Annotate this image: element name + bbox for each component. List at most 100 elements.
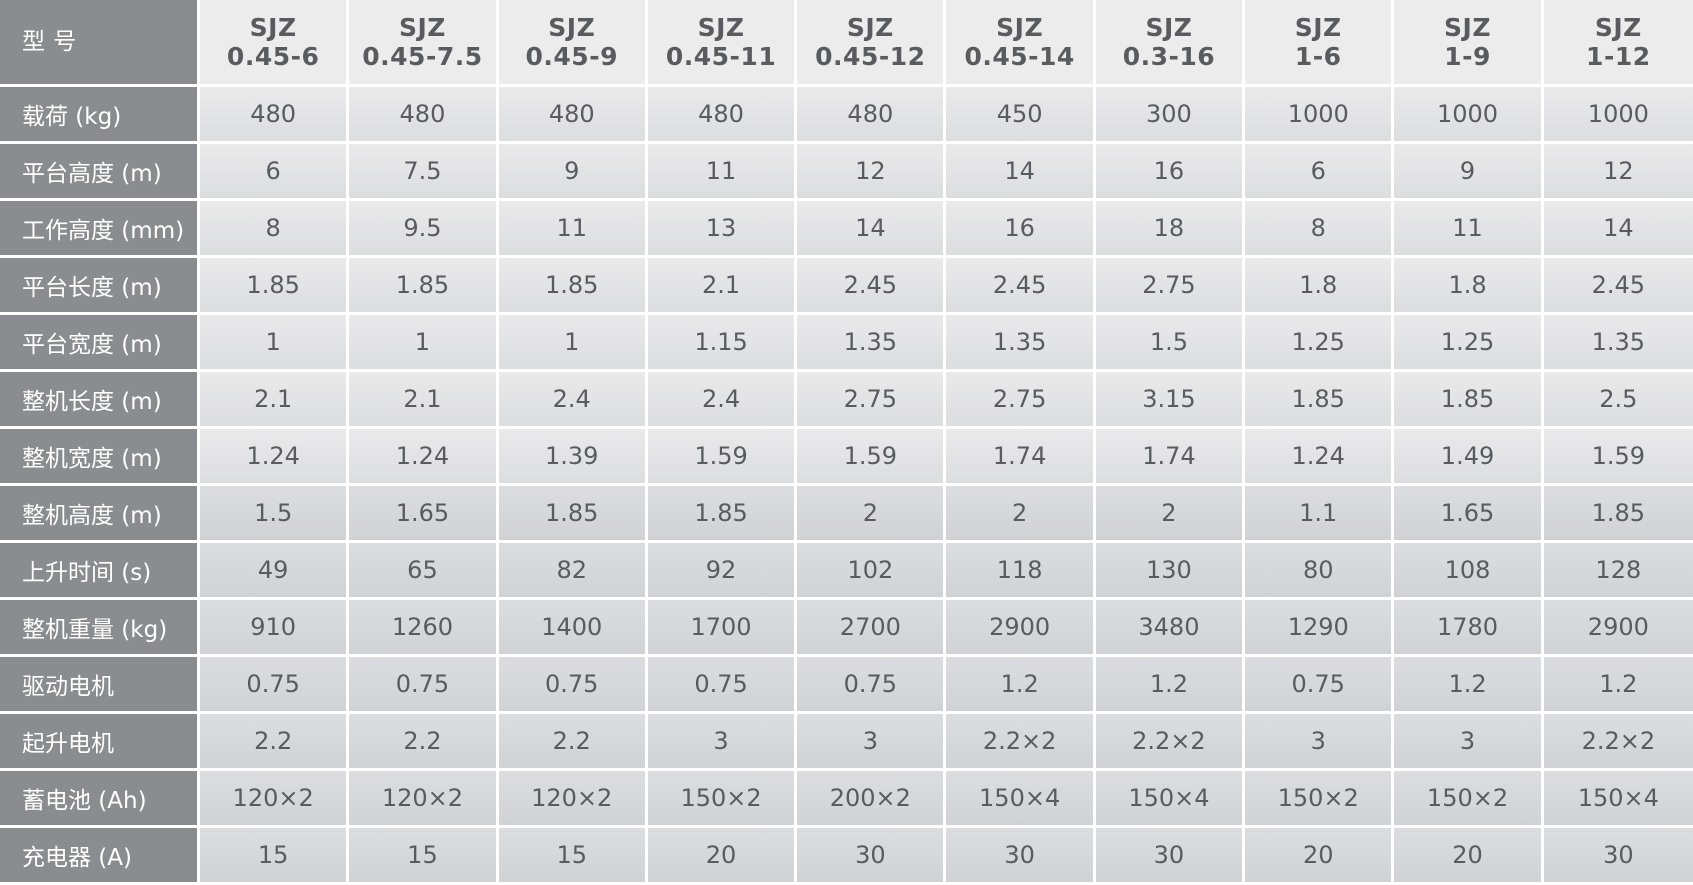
table-cell: 150×2 xyxy=(1245,771,1395,828)
table-cell: 1 xyxy=(200,315,350,372)
row-label: 整机宽度 (m) xyxy=(0,429,200,486)
table-cell: 18 xyxy=(1095,201,1246,258)
model-number: 0.3-16 xyxy=(1122,42,1216,71)
model-number: 0.45-7.5 xyxy=(362,42,483,71)
table-cell: 150×2 xyxy=(647,771,798,828)
model-series: SJZ xyxy=(697,13,745,42)
table-cell: 1000 xyxy=(1543,87,1693,144)
table-cell: 1.74 xyxy=(1095,429,1246,486)
table-cell: 1.85 xyxy=(1543,486,1693,543)
table-cell: 1780 xyxy=(1394,600,1544,657)
table-cell: 14 xyxy=(946,144,1096,201)
row-label: 载荷 (kg) xyxy=(0,87,200,144)
model-header: SJZ 1-12 xyxy=(1543,0,1693,87)
table-cell: 150×4 xyxy=(946,771,1096,828)
table-cell: 0.75 xyxy=(647,657,798,714)
table-cell: 1.35 xyxy=(1543,315,1693,372)
model-series: SJZ xyxy=(1145,13,1193,42)
table-cell: 450 xyxy=(946,87,1096,144)
table-cell: 30 xyxy=(1095,828,1246,885)
table-cell: 11 xyxy=(498,201,648,258)
row-label: 驱动电机 xyxy=(0,657,200,714)
table-cell: 1.85 xyxy=(200,258,350,315)
table-cell: 0.75 xyxy=(349,657,499,714)
table-cell: 20 xyxy=(647,828,798,885)
table-row: 上升时间 (s) 49 65 82 92 102 118 130 80 108 128 xyxy=(0,543,1693,600)
table-cell: 15 xyxy=(200,828,350,885)
table-row: 平台长度 (m) 1.85 1.85 1.85 2.1 2.45 2.45 2.75 1.8 1.… xyxy=(0,258,1693,315)
table-cell: 3480 xyxy=(1095,600,1246,657)
table-cell: 1.85 xyxy=(1245,372,1395,429)
table-cell: 1.8 xyxy=(1245,258,1395,315)
model-header: SJZ 0.45-9 xyxy=(498,0,648,87)
row-label: 蓄电池 (Ah) xyxy=(0,771,200,828)
row-label: 平台宽度 (m) xyxy=(0,315,200,372)
table-cell: 0.75 xyxy=(498,657,648,714)
table-cell: 1.85 xyxy=(498,486,648,543)
table-cell: 1.8 xyxy=(1394,258,1544,315)
table-row: 平台宽度 (m) 1 1 1 1.15 1.35 1.35 1.5 1.25 1.25 1.35 xyxy=(0,315,1693,372)
model-number: 0.45-6 xyxy=(226,42,320,71)
table-cell: 1000 xyxy=(1394,87,1544,144)
model-header: SJZ 0.45-12 xyxy=(797,0,947,87)
table-cell: 1.85 xyxy=(647,486,798,543)
table-cell: 9.5 xyxy=(349,201,499,258)
table-cell: 1.35 xyxy=(797,315,947,372)
table-cell: 0.75 xyxy=(797,657,947,714)
table-cell: 2.4 xyxy=(647,372,798,429)
table-row: 工作高度 (mm) 8 9.5 11 13 14 16 18 8 11 14 xyxy=(0,201,1693,258)
table-row: 整机宽度 (m) 1.24 1.24 1.39 1.59 1.59 1.74 1.74 1.24… xyxy=(0,429,1693,486)
table-cell: 3 xyxy=(797,714,947,771)
table-cell: 1.39 xyxy=(498,429,648,486)
table-cell: 12 xyxy=(1543,144,1693,201)
table-cell: 80 xyxy=(1245,543,1395,600)
table-cell: 480 xyxy=(797,87,947,144)
table-cell: 2700 xyxy=(797,600,947,657)
model-header: SJZ 1-6 xyxy=(1245,0,1395,87)
table-cell: 1.59 xyxy=(797,429,947,486)
table-body: 载荷 (kg) 480 480 480 480 480 450 300 1000 1000 1000… xyxy=(0,87,1693,885)
table-cell: 13 xyxy=(647,201,798,258)
row-label: 整机重量 (kg) xyxy=(0,600,200,657)
table-cell: 0.75 xyxy=(200,657,350,714)
table-cell: 1400 xyxy=(498,600,648,657)
model-series: SJZ xyxy=(1444,13,1491,42)
table-cell: 1290 xyxy=(1245,600,1395,657)
table-cell: 1.2 xyxy=(946,657,1096,714)
model-number: 0.45-12 xyxy=(815,42,926,71)
model-series: SJZ xyxy=(996,13,1044,42)
row-label: 平台高度 (m) xyxy=(0,144,200,201)
table-cell: 2.75 xyxy=(1095,258,1246,315)
table-cell: 2900 xyxy=(946,600,1096,657)
table-cell: 1.49 xyxy=(1394,429,1544,486)
table-cell: 118 xyxy=(946,543,1096,600)
model-series: SJZ xyxy=(846,13,894,42)
table-cell: 1.5 xyxy=(200,486,350,543)
table-cell: 2 xyxy=(1095,486,1246,543)
table-cell: 1.25 xyxy=(1245,315,1395,372)
table-cell: 30 xyxy=(797,828,947,885)
table-cell: 2900 xyxy=(1543,600,1693,657)
model-header: SJZ 0.45-6 xyxy=(200,0,350,87)
table-cell: 1.1 xyxy=(1245,486,1395,543)
table-cell: 150×2 xyxy=(1394,771,1544,828)
table-cell: 1000 xyxy=(1245,87,1395,144)
model-number: 1-6 xyxy=(1294,42,1342,71)
model-series: SJZ xyxy=(398,13,446,42)
table-cell: 8 xyxy=(1245,201,1395,258)
table-cell: 9 xyxy=(1394,144,1544,201)
table-row: 充电器 (A) 15 15 15 20 30 30 30 20 20 30 xyxy=(0,828,1693,885)
table-cell: 1.74 xyxy=(946,429,1096,486)
table-cell: 14 xyxy=(1543,201,1693,258)
table-cell: 1.85 xyxy=(1394,372,1544,429)
row-label: 整机高度 (m) xyxy=(0,486,200,543)
table-cell: 1.24 xyxy=(200,429,350,486)
table-cell: 1700 xyxy=(647,600,798,657)
row-label: 工作高度 (mm) xyxy=(0,201,200,258)
table-cell: 2 xyxy=(797,486,947,543)
table-cell: 9 xyxy=(498,144,648,201)
model-series: SJZ xyxy=(548,13,596,42)
table-row: 载荷 (kg) 480 480 480 480 480 450 300 1000 1000 1000 xyxy=(0,87,1693,144)
table-cell: 16 xyxy=(1095,144,1246,201)
model-number: 0.45-14 xyxy=(964,42,1075,71)
